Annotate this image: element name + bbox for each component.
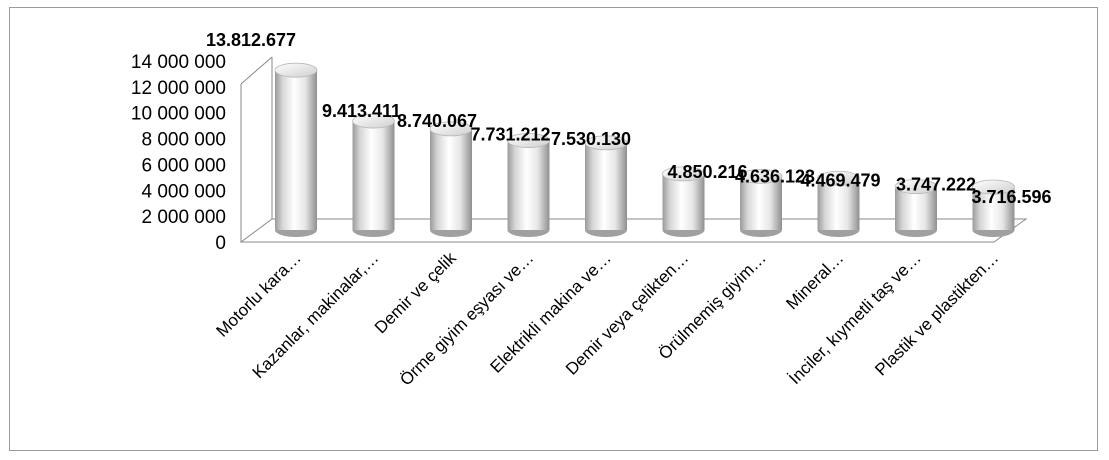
bar-body	[352, 121, 395, 230]
data-label: 3.716.596	[971, 187, 1051, 207]
data-label: 3.747.222	[896, 175, 976, 195]
bar	[662, 166, 705, 237]
bar	[817, 170, 860, 237]
bar-top	[429, 121, 473, 137]
bar	[507, 133, 550, 237]
bar-top	[507, 133, 550, 148]
bar	[739, 168, 783, 237]
x-category-label: Demir ve çelik	[371, 248, 460, 337]
x-axis-categories: Motorlu kara…Kazanlar, makinalar,…Demir …	[213, 248, 1003, 389]
y-tick-label: 0	[215, 233, 226, 254]
data-label: 7.731.212	[470, 125, 550, 145]
y-tick-label: 6 000 000	[141, 155, 226, 176]
bar-top	[972, 179, 1015, 195]
data-label: 4.636.123	[735, 166, 815, 186]
y-tick-label: 12 000 000	[131, 78, 226, 99]
bar-top	[274, 62, 318, 78]
bar	[429, 121, 473, 237]
x-category-label: Mineral…	[782, 248, 847, 313]
bar	[894, 179, 938, 237]
bar-top	[584, 135, 628, 151]
bar-body	[275, 70, 317, 230]
y-tick-label: 14 000 000	[131, 52, 226, 73]
bar-body	[817, 178, 860, 230]
x-category-label: Örme giyim eşyası ve…	[396, 248, 537, 389]
bar-body	[430, 128, 472, 230]
y-tick-label: 2 000 000	[141, 207, 226, 228]
chart-area: 0 2 000 000 4 000 000 6 000 000 8 000 000 10 …	[9, 7, 1098, 451]
bar-top	[894, 179, 938, 195]
y-tick-label: 8 000 000	[141, 130, 226, 151]
bar-chart: 0 2 000 000 4 000 000 6 000 000 8 000 000 10 …	[131, 30, 1052, 389]
bar-body	[585, 142, 627, 230]
y-tick-label: 4 000 000	[141, 181, 226, 202]
data-label: 7.530.130	[551, 129, 631, 149]
data-label: 9.413.411	[322, 101, 401, 121]
bar-body	[662, 173, 705, 230]
data-label: 4.850.216	[667, 162, 747, 182]
x-category-label: Kazanlar, makinalar,…	[249, 248, 383, 382]
bar	[972, 179, 1015, 237]
side-wall-top-edge	[240, 56, 273, 85]
bar	[274, 62, 318, 237]
data-label: 13.812.677	[206, 30, 296, 50]
bar	[584, 135, 628, 237]
y-tick-label: 10 000 000	[131, 104, 226, 125]
bar-top	[352, 113, 395, 129]
bar	[352, 113, 395, 237]
bar-body	[507, 140, 550, 230]
bar-top	[662, 166, 705, 182]
bar-body	[740, 176, 782, 230]
bar-top	[817, 170, 860, 186]
x-category-label: İnciler, kıymetli taş ve…	[785, 248, 925, 388]
y-axis-ticks: 0 2 000 000 4 000 000 6 000 000 8 000 000 10 …	[131, 52, 226, 254]
data-label: 8.740.067	[397, 111, 477, 131]
data-label: 4.469.479	[800, 170, 880, 190]
bar-top	[739, 168, 783, 184]
bars-group	[274, 62, 1015, 237]
